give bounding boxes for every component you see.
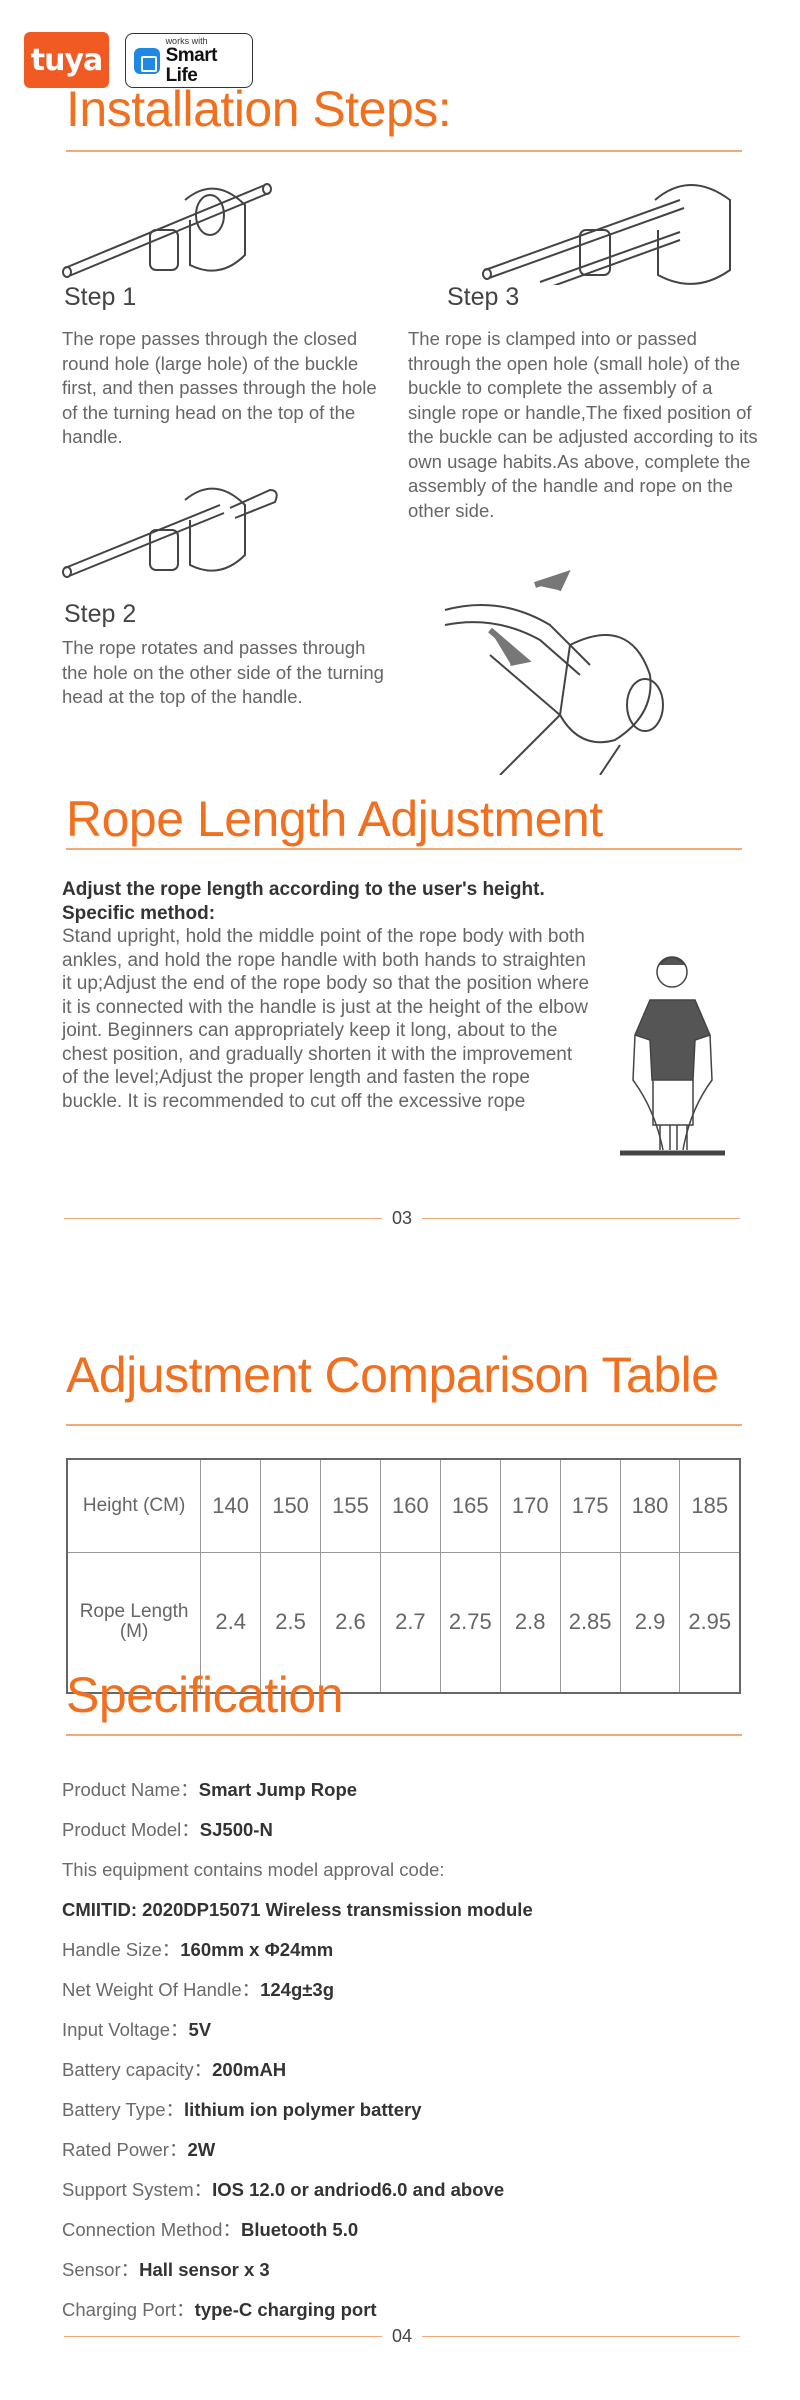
- rope-length-lead: Adjust the rope length according to the …: [62, 879, 545, 900]
- spec-value: Smart Jump Rope: [198, 1779, 358, 1800]
- height-cell: 185: [679, 1458, 741, 1553]
- spec-label: Rated Power：: [62, 2139, 188, 2160]
- spec-row: Battery Type：lithium ion polymer battery: [62, 2090, 533, 2130]
- spec-value: 200mAH: [212, 2059, 287, 2080]
- height-cell: 155: [320, 1458, 381, 1553]
- spec-label: Battery capacity：: [62, 2059, 213, 2080]
- spec-label: Support System：: [62, 2179, 213, 2200]
- spec-row: Net Weight Of Handle：124g±3g: [62, 1970, 533, 2010]
- person-with-rope-illustration: [615, 950, 730, 1160]
- spec-value: 160mm x Φ24mm: [180, 1939, 334, 1960]
- step2-text: The rope rotates and passes through the …: [62, 637, 384, 707]
- spec-label: Net Weight Of Handle：: [62, 1979, 261, 2000]
- step2-label: Step 2: [64, 600, 137, 628]
- page-number: 04: [391, 2326, 413, 2346]
- table-row-height: Height (CM) 140 150 155 160 165 170 175 180 185: [66, 1458, 741, 1553]
- method-label: Specific method:: [62, 902, 216, 924]
- rope-length-title: Rope Length Adjustment: [66, 791, 603, 847]
- title-divider: [66, 1734, 742, 1736]
- spec-label: Product Name：: [62, 1779, 199, 1800]
- works-with-label: works with: [165, 35, 208, 46]
- spec-value: CMIITID: 2020DP15071 Wireless transmissi…: [62, 1899, 533, 1920]
- specification-list: Product Name：Smart Jump Rope Product Mode…: [62, 1770, 533, 2330]
- spec-label: Sensor：: [62, 2259, 140, 2280]
- spec-value: 5V: [188, 2019, 212, 2040]
- height-cell: 160: [379, 1458, 441, 1553]
- title-divider: [66, 1424, 742, 1426]
- smart-life-label: Smart Life: [165, 44, 218, 86]
- spec-row: Battery capacity：200mAH: [62, 2050, 533, 2090]
- method-body: Stand upright, hold the middle point of …: [62, 926, 590, 1112]
- height-cell: 140: [200, 1458, 262, 1553]
- spec-row: Rated Power：2W: [62, 2130, 533, 2170]
- spec-value: 2W: [187, 2139, 216, 2160]
- page-number-footer: 04: [64, 2326, 740, 2347]
- step2-illustration: [60, 470, 340, 580]
- tuya-logo: tuya: [24, 32, 109, 88]
- height-cell: 175: [559, 1458, 621, 1553]
- length-cell: 2.4: [200, 1551, 262, 1694]
- step1-label: Step 1: [64, 283, 137, 311]
- spec-row: This equipment contains model approval c…: [62, 1850, 533, 1890]
- spec-row: Input Voltage：5V: [62, 2010, 533, 2050]
- title-divider: [66, 150, 742, 152]
- title-divider: [66, 848, 742, 850]
- spec-row: Sensor：Hall sensor x 3: [62, 2250, 533, 2290]
- step3-label: Step 3: [447, 283, 520, 311]
- spec-label: Charging Port：: [62, 2299, 195, 2320]
- length-cell: 2.5: [260, 1551, 322, 1694]
- comparison-title: Adjustment Comparison Table: [66, 1347, 719, 1403]
- buckle-adjust-illustration: [440, 565, 685, 776]
- spec-label: Input Voltage：: [62, 2019, 189, 2040]
- spec-row: CMIITID: 2020DP15071 Wireless transmissi…: [62, 1890, 533, 1930]
- installation-title: Installation Steps:: [66, 81, 452, 137]
- smart-life-badge: works with Smart Life: [125, 33, 253, 88]
- spec-label: Connection Method：: [62, 2219, 241, 2240]
- length-cell: 2.8: [499, 1551, 561, 1694]
- spec-row: Product Name：Smart Jump Rope: [62, 1770, 533, 1810]
- spec-value: type-C charging port: [194, 2299, 377, 2320]
- length-cell: 2.85: [559, 1551, 621, 1694]
- spec-value: Hall sensor x 3: [139, 2259, 270, 2280]
- step3-text: The rope is clamped into or passed throu…: [408, 328, 758, 521]
- length-cell: 2.7: [379, 1551, 441, 1694]
- step3-illustration: [480, 170, 750, 291]
- length-cell: 2.95: [679, 1551, 741, 1694]
- length-cell: 2.6: [320, 1551, 381, 1694]
- spec-value: Bluetooth 5.0: [240, 2219, 359, 2240]
- comparison-table: Height (CM) 140 150 155 160 165 170 175 180 185 …: [66, 1458, 741, 1694]
- spec-row: Product Model：SJ500-N: [62, 1810, 533, 1850]
- spec-label: Product Model：: [62, 1819, 200, 1840]
- page-number: 03: [391, 1208, 413, 1228]
- smart-life-home-icon: [134, 47, 160, 74]
- spec-value: lithium ion polymer battery: [184, 2099, 422, 2120]
- spec-label: This equipment contains model approval c…: [62, 1859, 445, 1880]
- step1-text: The rope passes through the closed round…: [62, 328, 377, 447]
- spec-value: IOS 12.0 or andriod6.0 and above: [212, 2179, 505, 2200]
- spec-label: Handle Size：: [62, 1939, 181, 1960]
- spec-row: Support System：IOS 12.0 or andriod6.0 an…: [62, 2170, 533, 2210]
- spec-row: Handle Size：160mm x Φ24mm: [62, 1930, 533, 1970]
- spec-row: Charging Port：type-C charging port: [62, 2290, 533, 2330]
- height-cell: 180: [619, 1458, 681, 1553]
- spec-value: 124g±3g: [260, 1979, 335, 2000]
- table-row-length: Rope Length (M) 2.4 2.5 2.6 2.7 2.75 2.8 2.85 2…: [66, 1551, 741, 1694]
- height-cell: 150: [260, 1458, 322, 1553]
- step1-illustration: [60, 170, 340, 280]
- length-cell: 2.75: [439, 1551, 501, 1694]
- spec-row: Connection Method：Bluetooth 5.0: [62, 2210, 533, 2250]
- row-header: Height (CM): [66, 1458, 202, 1553]
- rope-length-instructions: Adjust the rope length according to the …: [62, 878, 592, 1113]
- page-number-footer: 03: [64, 1208, 740, 1229]
- spec-value: SJ500-N: [199, 1819, 273, 1840]
- spec-label: Battery Type：: [62, 2099, 185, 2120]
- specification-title: Specification: [66, 1667, 344, 1723]
- row-header: Rope Length (M): [66, 1551, 202, 1694]
- height-cell: 170: [499, 1458, 561, 1553]
- height-cell: 165: [439, 1458, 501, 1553]
- length-cell: 2.9: [619, 1551, 681, 1694]
